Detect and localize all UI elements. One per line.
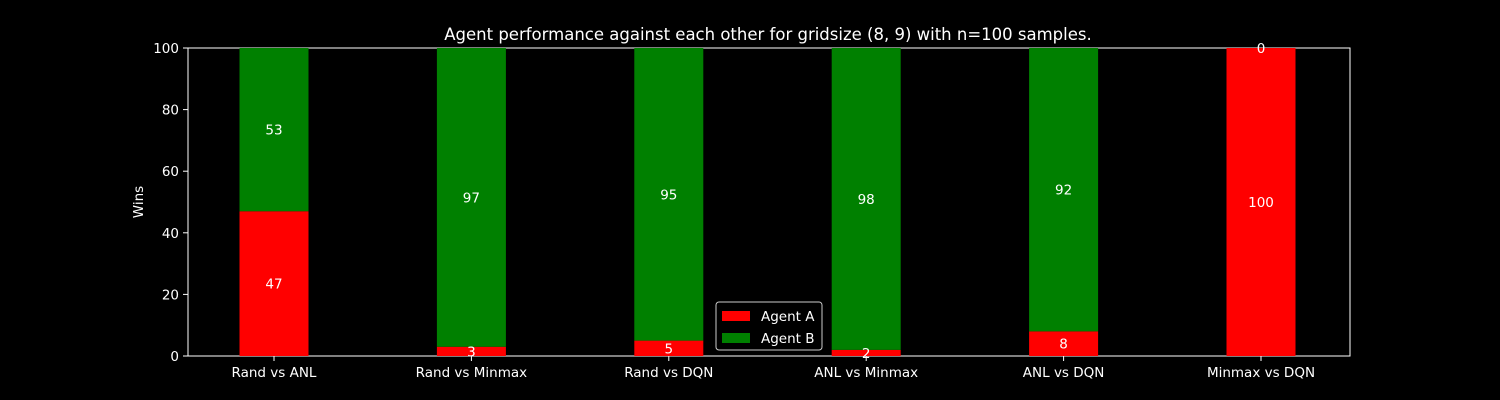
legend-swatch <box>722 333 750 343</box>
bar-agent-a <box>1226 48 1296 356</box>
y-tick-label: 40 <box>162 226 179 242</box>
bar-value-label: 98 <box>858 192 875 208</box>
x-tick-label: ANL vs Minmax <box>814 365 918 381</box>
x-tick-label: Rand vs ANL <box>232 365 317 381</box>
legend-label: Agent A <box>761 309 815 325</box>
bar-agent-b <box>831 48 901 350</box>
bar-agent-a <box>239 211 309 356</box>
chart-title: Agent performance against each other for… <box>444 25 1091 44</box>
y-tick-label: 80 <box>162 103 179 119</box>
bar-agent-a <box>634 340 704 356</box>
bars-group <box>239 48 1296 356</box>
bar-value-label: 92 <box>1055 183 1072 199</box>
bar-agent-a <box>831 349 901 356</box>
bar-value-label: 97 <box>463 190 480 206</box>
bar-value-label: 47 <box>265 277 282 293</box>
y-tick-label: 60 <box>162 164 179 180</box>
bar-agent-b <box>436 48 506 347</box>
y-tick-label: 100 <box>153 41 179 57</box>
bar-agent-a <box>436 346 506 356</box>
bar-value-label: 95 <box>660 187 677 203</box>
bar-agent-b <box>239 48 309 212</box>
bar-value-label: 8 <box>1059 337 1068 353</box>
bar-value-label: 100 <box>1248 195 1274 211</box>
bar-agent-b <box>1029 48 1099 332</box>
bar-value-label: 5 <box>665 341 674 357</box>
y-axis-label: Wins <box>131 186 147 218</box>
bar-value-label: 3 <box>467 344 476 360</box>
legend: Agent A Agent B <box>715 301 823 351</box>
legend-label: Agent B <box>761 331 815 347</box>
bar-value-label: 2 <box>862 346 871 362</box>
x-tick-label: ANL vs DQN <box>1023 365 1105 381</box>
bar-agent-b <box>634 48 704 341</box>
plot-frame <box>187 47 1351 357</box>
legend-swatch <box>722 311 750 321</box>
x-tick-label: Minmax vs DQN <box>1207 365 1315 381</box>
bar-value-label: 0 <box>1257 41 1266 57</box>
bar-labels-group: 47 53 3 97 5 95 2 98 8 92 100 0 <box>265 41 1273 362</box>
bar-value-label: 53 <box>265 123 282 139</box>
x-tick-label: Rand vs Minmax <box>416 365 527 381</box>
x-tick-label: Rand vs DQN <box>624 365 713 381</box>
bar-agent-a <box>1029 331 1099 356</box>
y-tick-label: 0 <box>170 349 179 365</box>
y-tick-label: 20 <box>162 287 179 303</box>
